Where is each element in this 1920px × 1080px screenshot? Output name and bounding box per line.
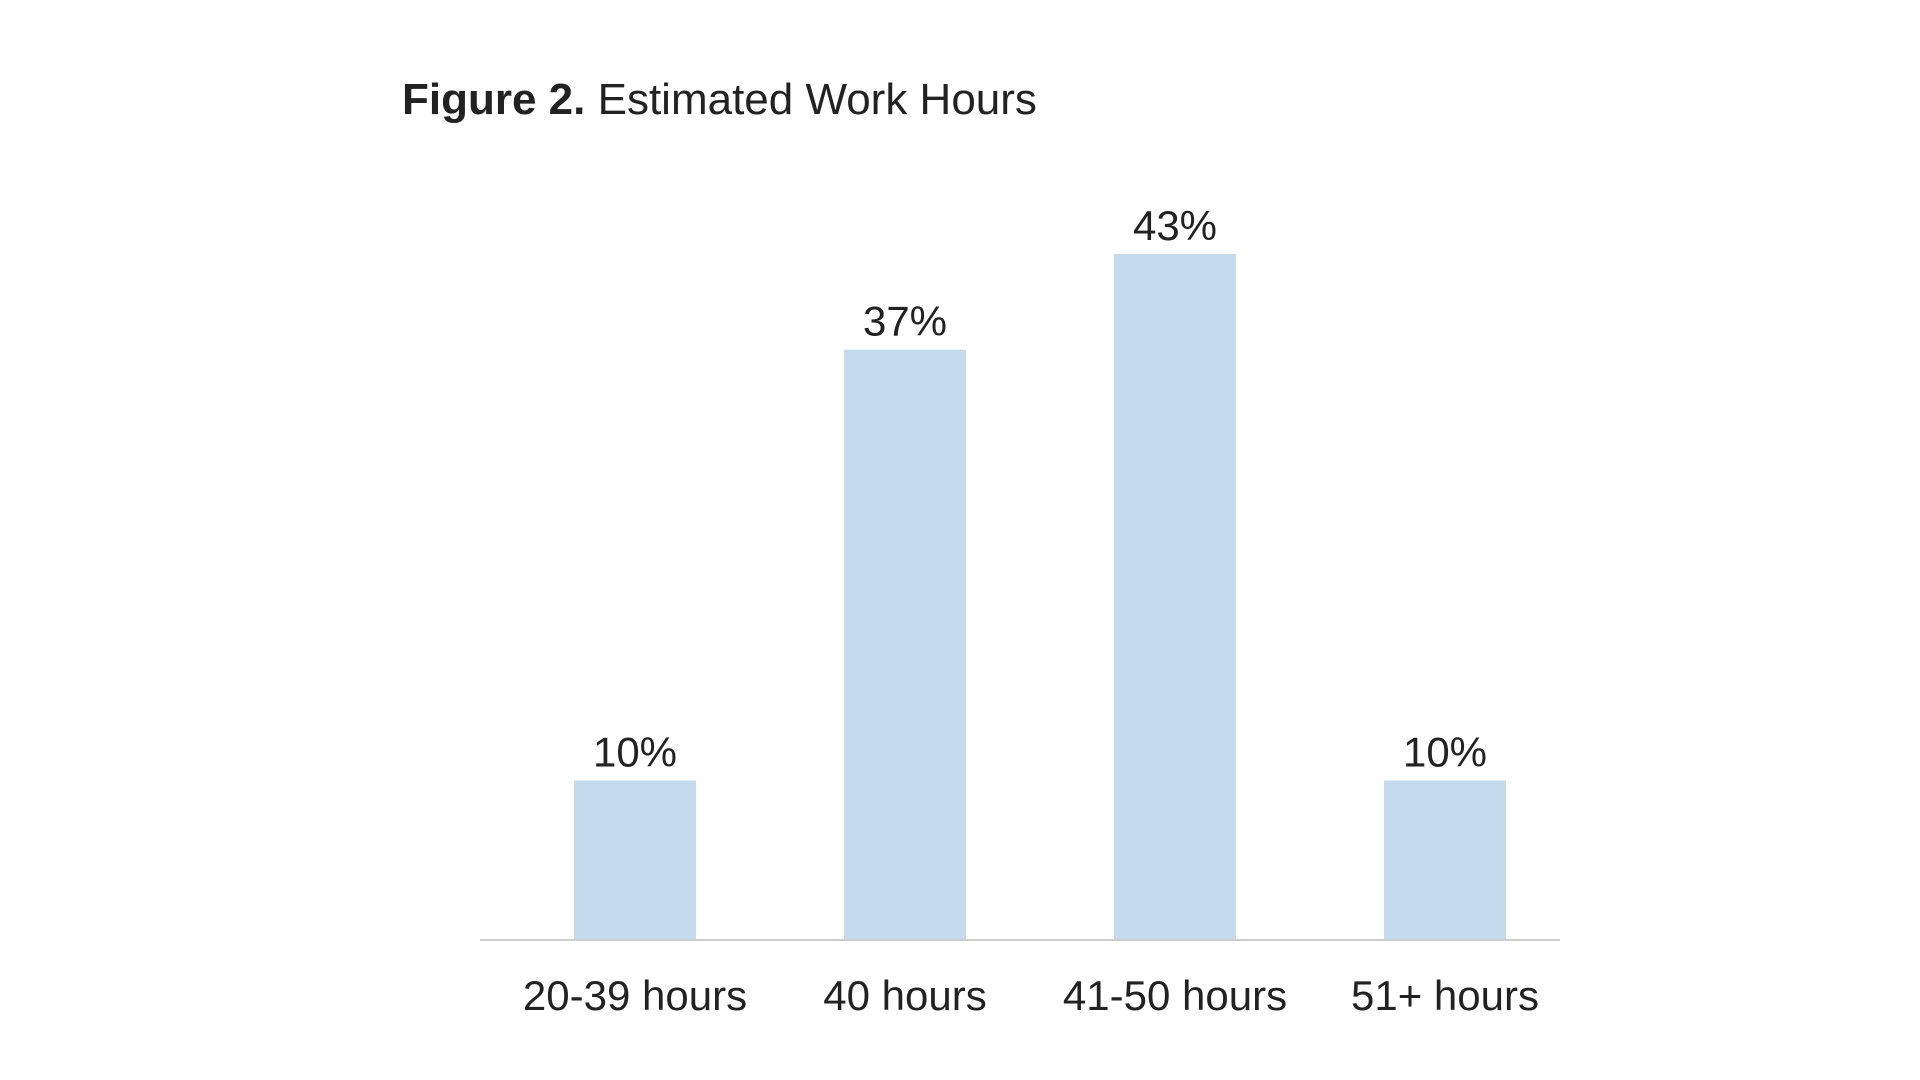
data-label-3: 10% [1403,728,1487,775]
data-label-0: 10% [593,728,677,775]
data-label-2: 43% [1133,202,1217,249]
x-tick-label-0: 20-39 hours [523,972,747,1019]
bar-0 [574,780,696,940]
chart-title-lead: Figure 2. [402,75,586,124]
x-tick-label-2: 41-50 hours [1063,972,1287,1019]
bar-3 [1384,780,1506,940]
bars-group [574,254,1506,940]
x-tick-label-1: 40 hours [823,972,986,1019]
x-tick-labels-group: 20-39 hours 40 hours 41-50 hours 51+ hours [523,972,1539,1019]
chart-title: Figure 2. Estimated Work Hours [402,72,1037,128]
bar-2 [1114,254,1236,940]
data-label-1: 37% [863,298,947,345]
chart-title-text: Estimated Work Hours [597,75,1037,124]
x-tick-label-3: 51+ hours [1351,972,1539,1019]
bar-1 [844,349,966,940]
data-labels-group: 10% 37% 43% 10% [593,202,1487,775]
